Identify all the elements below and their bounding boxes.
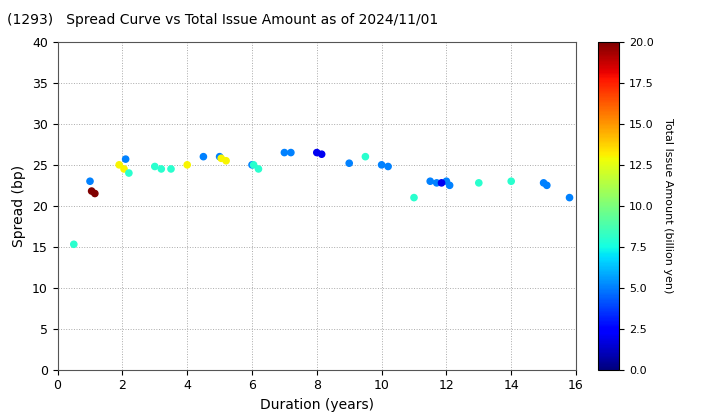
Point: [86, 188, 97, 194]
Point: [564, 194, 575, 201]
Point: [382, 163, 394, 170]
Point: [166, 165, 177, 172]
Point: [114, 161, 125, 168]
Point: [84, 178, 96, 184]
Point: [156, 165, 167, 172]
Point: [343, 160, 355, 167]
Point: [538, 179, 549, 186]
Point: [408, 194, 420, 201]
Point: [215, 155, 227, 162]
Point: [123, 170, 135, 176]
Point: [248, 161, 259, 168]
Point: [253, 165, 264, 172]
Point: [376, 161, 387, 168]
Point: [118, 165, 130, 172]
Point: [214, 153, 225, 160]
Point: [181, 161, 193, 168]
Point: [68, 241, 79, 248]
Y-axis label: Spread (bp): Spread (bp): [12, 165, 27, 247]
Point: [505, 178, 517, 184]
Point: [149, 163, 161, 170]
Point: [316, 151, 328, 158]
Point: [541, 182, 553, 189]
Point: [246, 161, 258, 168]
Point: [279, 149, 290, 156]
Point: [360, 153, 372, 160]
Point: [425, 178, 436, 184]
Point: [220, 158, 232, 164]
X-axis label: Duration (years): Duration (years): [260, 398, 374, 412]
Point: [473, 179, 485, 186]
Point: [436, 179, 447, 186]
Point: [197, 153, 209, 160]
Point: [120, 156, 132, 163]
Point: [311, 149, 323, 156]
Point: [89, 190, 101, 197]
Point: [441, 178, 452, 184]
Point: [285, 149, 297, 156]
Y-axis label: Total Issue Amount (billion yen): Total Issue Amount (billion yen): [663, 118, 673, 294]
Point: [431, 179, 442, 186]
Text: (1293)   Spread Curve vs Total Issue Amount as of 2024/11/01: (1293) Spread Curve vs Total Issue Amoun…: [7, 13, 438, 26]
Point: [444, 182, 456, 189]
